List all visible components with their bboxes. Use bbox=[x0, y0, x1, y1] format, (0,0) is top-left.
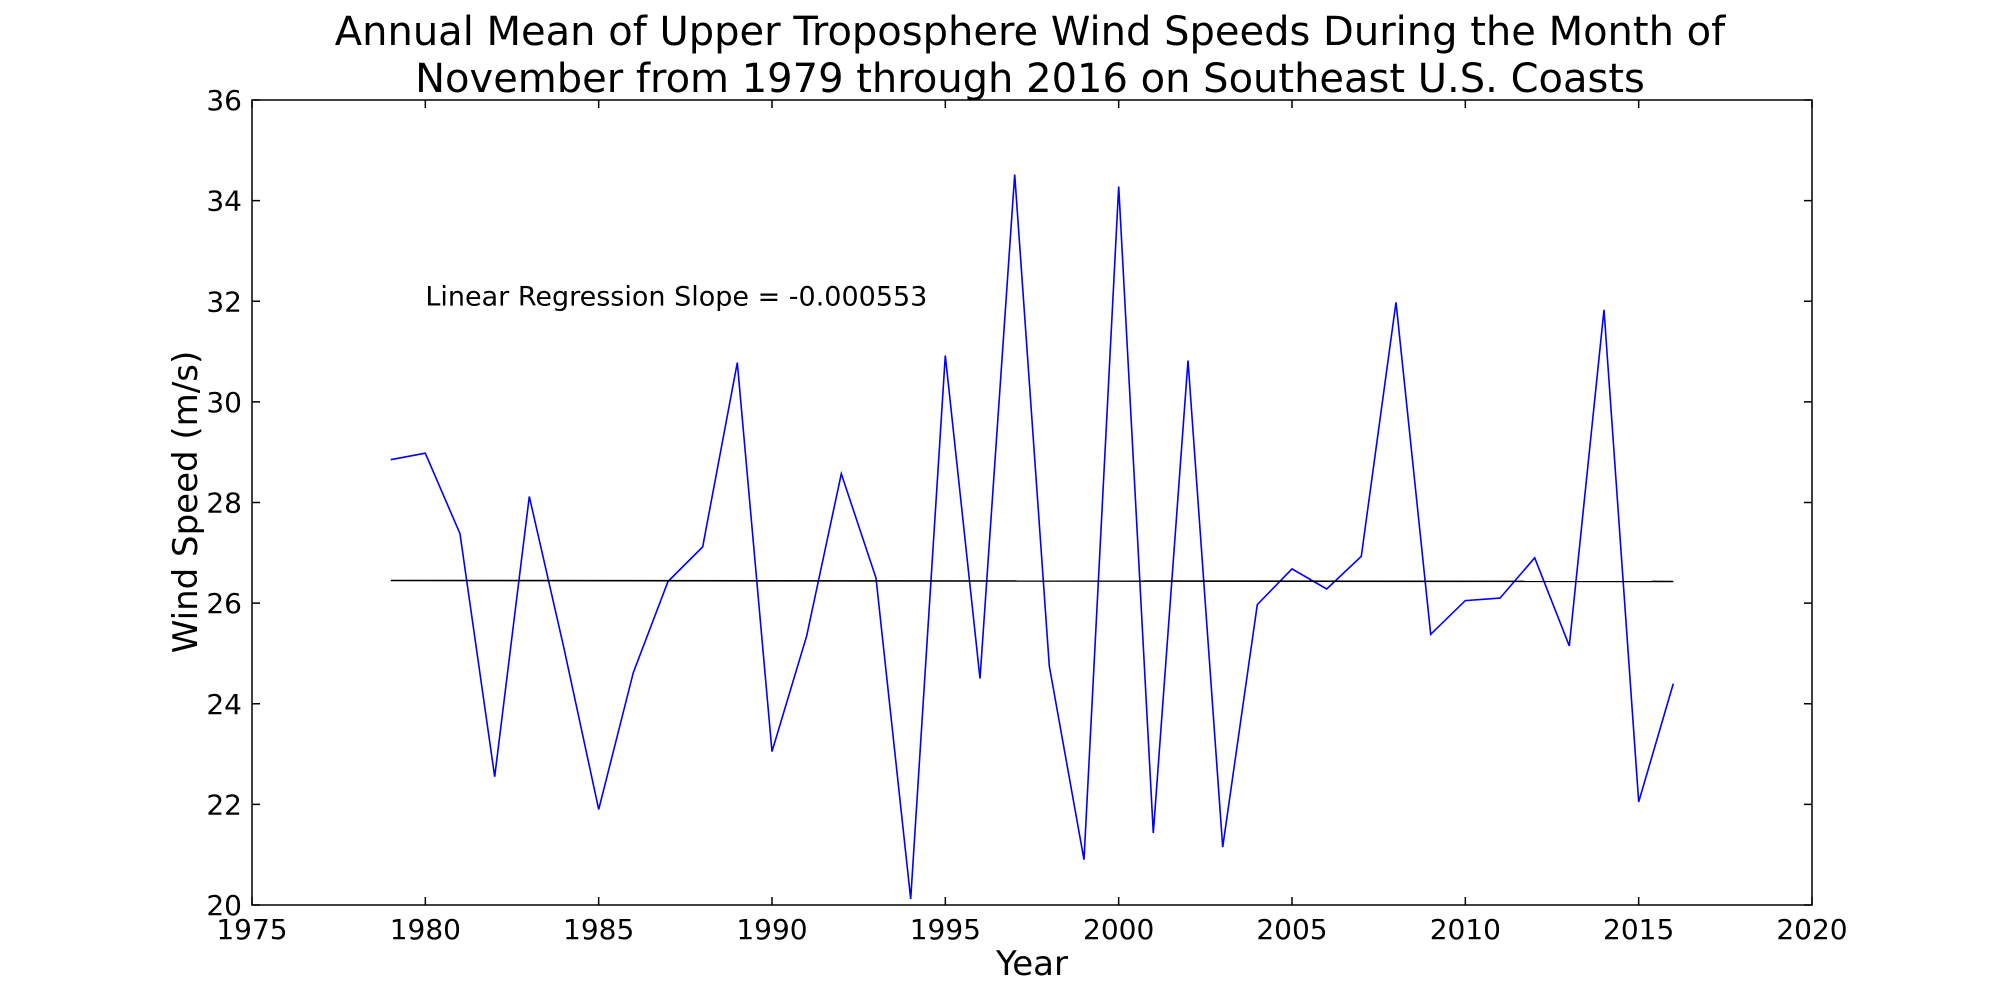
y-tick-label: 26 bbox=[206, 587, 242, 620]
y-tick-label: 20 bbox=[206, 889, 242, 922]
x-tick-label: 2010 bbox=[1430, 913, 1501, 946]
y-tick-label: 36 bbox=[206, 84, 242, 117]
y-tick-label: 34 bbox=[206, 185, 242, 218]
x-tick-label: 1980 bbox=[390, 913, 461, 946]
x-axis-label: Year bbox=[995, 944, 1068, 984]
y-tick-label: 28 bbox=[206, 487, 242, 520]
x-tick-label: 2015 bbox=[1603, 913, 1674, 946]
regression-trend-line bbox=[390, 579, 1674, 583]
x-tick-label: 2005 bbox=[1256, 913, 1327, 946]
x-tick-label: 1975 bbox=[216, 913, 287, 946]
chart-title-line-2: November from 1979 through 2016 on South… bbox=[415, 56, 1645, 102]
y-axis-label: Wind Speed (m/s) bbox=[166, 351, 206, 653]
chart-title-line-1: Annual Mean of Upper Troposphere Wind Sp… bbox=[335, 9, 1726, 55]
y-tick-label: 32 bbox=[206, 285, 242, 318]
x-tick-label: 1990 bbox=[736, 913, 807, 946]
y-tick-label: 22 bbox=[206, 788, 242, 821]
x-tick-label: 1995 bbox=[910, 913, 981, 946]
y-tick-label: 24 bbox=[206, 688, 242, 721]
x-tick-label: 2020 bbox=[1776, 913, 1847, 946]
y-axis-ticks: 20 22 24 26 28 30 32 34 36 bbox=[206, 84, 1812, 922]
series-layer bbox=[390, 174, 1675, 900]
x-tick-label: 2000 bbox=[1083, 913, 1154, 946]
wind-speed-series-line bbox=[390, 174, 1675, 900]
regression-slope-annotation: Linear Regression Slope = -0.000553 bbox=[425, 281, 927, 312]
plot-area bbox=[251, 99, 1813, 906]
x-axis-ticks: 1975 1980 1985 1990 1995 2000 2005 2010 2015 2020 bbox=[216, 100, 1848, 946]
y-tick-label: 30 bbox=[206, 386, 242, 419]
x-tick-label: 1985 bbox=[563, 913, 634, 946]
